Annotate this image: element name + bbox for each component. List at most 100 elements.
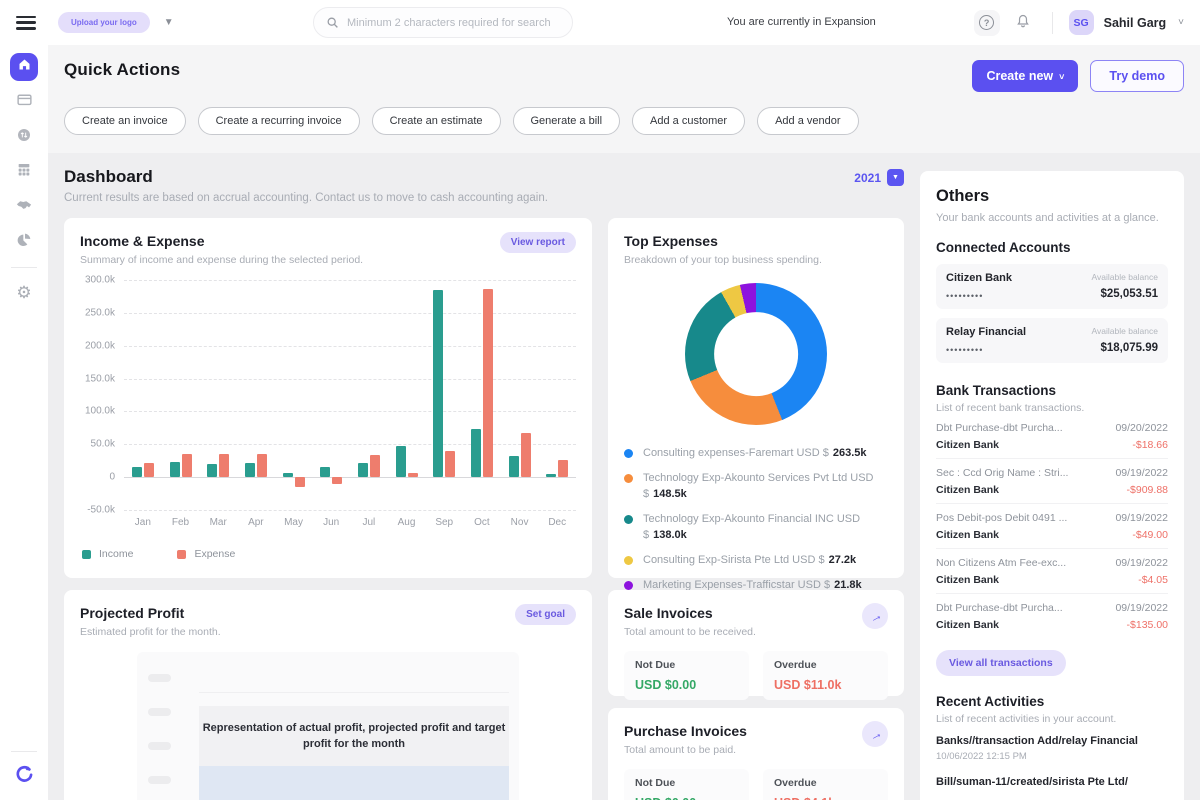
not-due-value: USD $0.00 bbox=[635, 678, 697, 692]
income-expense-plot bbox=[124, 280, 576, 511]
purchase-invoices-subtitle: Total amount to be paid. bbox=[624, 744, 737, 756]
search-bar[interactable] bbox=[313, 7, 573, 38]
recent-activities-subtitle: List of recent activities in your accoun… bbox=[936, 713, 1117, 725]
main-content: Quick Actions Create new ˅ Try demo Creat… bbox=[48, 45, 1200, 800]
overdue-value: USD $4.1k bbox=[774, 796, 877, 800]
create-recurring-invoice-button[interactable]: Create a recurring invoice bbox=[197, 107, 360, 135]
view-report-button[interactable]: View report bbox=[499, 232, 576, 253]
top-expenses-card: Top Expenses Breakdown of your top busin… bbox=[608, 218, 904, 591]
sale-invoices-link-button[interactable]: → bbox=[862, 603, 888, 629]
purchase-not-due-box: Not Due USD $0.00 bbox=[624, 769, 749, 800]
hamburger-menu-icon[interactable] bbox=[16, 15, 36, 30]
expense-legend-label: Expense bbox=[194, 548, 236, 560]
calculator-icon bbox=[16, 162, 32, 183]
purchase-invoices-card: Purchase Invoices Total amount to be pai… bbox=[608, 708, 904, 800]
transaction-row[interactable]: Dbt Purchase-dbt Purcha... 09/19/2022 Cit… bbox=[936, 602, 1168, 631]
others-panel: Others Your bank accounts and activities… bbox=[920, 171, 1184, 800]
help-button[interactable]: ? bbox=[973, 9, 1000, 36]
sidebar-item-accounting[interactable] bbox=[10, 158, 38, 186]
bank-transactions-subtitle: List of recent bank transactions. bbox=[936, 402, 1085, 414]
search-input[interactable] bbox=[347, 16, 560, 29]
divider bbox=[1051, 11, 1053, 34]
top-expenses-subtitle: Breakdown of your top business spending. bbox=[624, 254, 822, 266]
account-row[interactable]: Relay Financial ••••••••• Available bala… bbox=[936, 318, 1168, 363]
akounto-logo-icon bbox=[14, 764, 34, 789]
balance-label: Available balance bbox=[1091, 326, 1158, 336]
legend-label: Consulting Exp-Sirista Pte Ltd USD $27.2… bbox=[643, 553, 857, 566]
expense-legend-swatch bbox=[177, 549, 187, 559]
chevron-down-icon: ˅ bbox=[1059, 72, 1065, 82]
chevron-down-icon: ▼ bbox=[892, 174, 899, 181]
activity-item[interactable]: Banks//transaction Add/relay Financial 1… bbox=[936, 735, 1138, 762]
projected-profit-placeholder: Representation of actual profit, project… bbox=[137, 652, 519, 800]
bank-transactions-title: Bank Transactions bbox=[936, 383, 1057, 398]
sidebar-item-home[interactable] bbox=[10, 53, 38, 81]
income-expense-xlabels: Jan Feb Mar Apr May Jun Jul Aug Sep Oct Nov Dec bbox=[134, 517, 567, 528]
home-icon bbox=[17, 57, 32, 77]
chevron-down-icon[interactable]: ˅ bbox=[1178, 17, 1184, 28]
others-title: Others bbox=[936, 187, 990, 205]
account-number-masked: ••••••••• bbox=[946, 291, 984, 301]
balance-label: Available balance bbox=[1091, 272, 1158, 282]
placeholder-message: Representation of actual profit, project… bbox=[202, 721, 506, 751]
divider bbox=[11, 751, 37, 752]
purchase-invoices-link-button[interactable]: → bbox=[862, 721, 888, 747]
sale-invoices-card: Sale Invoices Total amount to be receive… bbox=[608, 590, 904, 700]
upload-logo-button[interactable]: Upload your logo bbox=[58, 12, 150, 33]
placeholder-message-box: Representation of actual profit, project… bbox=[199, 706, 509, 766]
legend-swatch bbox=[624, 449, 633, 458]
sidebar-item-settings[interactable]: ⚙ bbox=[10, 278, 38, 306]
create-estimate-button[interactable]: Create an estimate bbox=[371, 107, 501, 135]
sidebar-item-payments[interactable] bbox=[10, 123, 38, 151]
transaction-row[interactable]: Dbt Purchase-dbt Purcha... 09/20/2022 Cit… bbox=[936, 414, 1168, 459]
top-expenses-legend: Consulting expenses-Faremart USD $263.5k… bbox=[624, 446, 888, 594]
legend-swatch bbox=[624, 580, 633, 590]
year-value: 2021 bbox=[854, 170, 881, 185]
income-expense-card: Income & Expense Summary of income and e… bbox=[64, 218, 592, 578]
create-new-button[interactable]: Create new ˅ bbox=[972, 60, 1079, 92]
generate-bill-button[interactable]: Generate a bill bbox=[512, 107, 621, 135]
add-customer-button[interactable]: Add a customer bbox=[632, 107, 746, 135]
view-all-transactions-button[interactable]: View all transactions bbox=[936, 650, 1066, 676]
income-legend-swatch bbox=[82, 549, 91, 559]
transaction-row[interactable]: Pos Debit-pos Debit 0491 ... 09/19/2022 C… bbox=[936, 504, 1168, 549]
legend-label: Technology Exp-Akounto Financial INC USD… bbox=[643, 512, 861, 541]
projected-profit-card: Projected Profit Estimated profit for th… bbox=[64, 590, 592, 800]
income-expense-chart: 300.0k 250.0k 200.0k 150.0k 100.0k 50.0k 0 -50.… bbox=[80, 275, 576, 516]
chevron-down-icon[interactable]: ▼ bbox=[163, 17, 174, 28]
create-invoice-button[interactable]: Create an invoice bbox=[64, 107, 186, 135]
overdue-label: Overdue bbox=[774, 777, 817, 789]
activity-item[interactable]: Bill/suman-11/created/sirista Pte Ltd/ bbox=[936, 776, 1128, 788]
help-icon: ? bbox=[979, 15, 995, 30]
placeholder-chart-area bbox=[199, 766, 509, 800]
handshake-icon bbox=[15, 196, 33, 219]
dashboard-title: Dashboard bbox=[64, 167, 153, 186]
purchase-invoices-title: Purchase Invoices bbox=[624, 723, 747, 739]
top-expenses-title: Top Expenses bbox=[624, 233, 718, 249]
sidebar-item-invoices[interactable] bbox=[10, 88, 38, 116]
user-name[interactable]: Sahil Garg bbox=[1103, 15, 1167, 30]
credit-card-icon bbox=[16, 91, 33, 113]
income-expense-subtitle: Summary of income and expense during the… bbox=[80, 254, 364, 266]
divider bbox=[11, 267, 37, 268]
transaction-row[interactable]: Sec : Ccd Orig Name : Stri... 09/19/2022 … bbox=[936, 459, 1168, 504]
sidebar-item-reports[interactable] bbox=[10, 228, 38, 256]
year-dropdown-button[interactable]: ▼ bbox=[887, 169, 904, 186]
notifications-button[interactable] bbox=[1010, 10, 1036, 36]
try-demo-button[interactable]: Try demo bbox=[1090, 60, 1184, 92]
transaction-row[interactable]: Non Citizens Atm Fee-exc... 09/19/2022 Ci… bbox=[936, 549, 1168, 594]
projected-profit-subtitle: Estimated profit for the month. bbox=[80, 626, 221, 638]
add-vendor-button[interactable]: Add a vendor bbox=[757, 107, 859, 135]
not-due-label: Not Due bbox=[635, 777, 676, 789]
legend-swatch bbox=[624, 473, 633, 483]
skeleton-tick bbox=[148, 674, 171, 682]
avatar[interactable]: SG bbox=[1068, 10, 1094, 35]
set-goal-button[interactable]: Set goal bbox=[515, 604, 576, 625]
account-name: Relay Financial bbox=[946, 326, 1027, 338]
plan-notice: You are currently in Expansion bbox=[727, 16, 876, 28]
app-logo[interactable] bbox=[10, 762, 38, 790]
account-number-masked: ••••••••• bbox=[946, 345, 984, 355]
account-row[interactable]: Citizen Bank ••••••••• Available balance… bbox=[936, 264, 1168, 309]
income-legend-label: Income bbox=[99, 548, 134, 560]
sidebar-item-contacts[interactable] bbox=[10, 193, 38, 221]
